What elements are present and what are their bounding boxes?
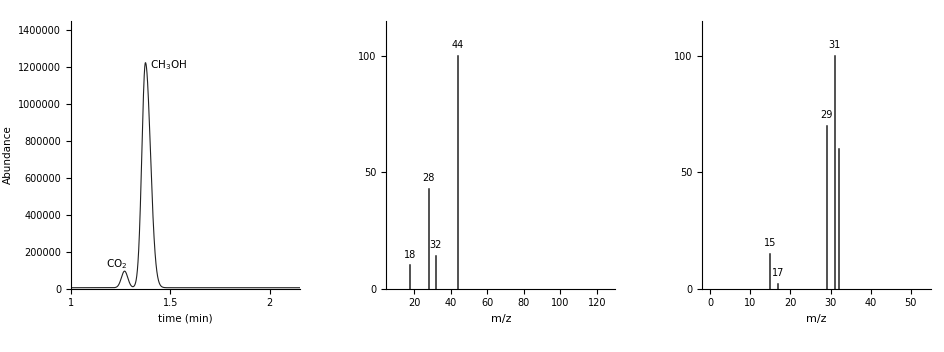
Text: 44: 44	[451, 40, 464, 50]
Text: 32: 32	[430, 240, 442, 250]
Text: 31: 31	[828, 40, 840, 50]
X-axis label: time (min): time (min)	[158, 314, 212, 324]
Text: 15: 15	[764, 238, 776, 248]
X-axis label: m/z: m/z	[490, 314, 511, 324]
X-axis label: m/z: m/z	[805, 314, 826, 324]
Y-axis label: Abundance: Abundance	[3, 126, 12, 184]
Text: 28: 28	[422, 173, 434, 183]
Text: 29: 29	[819, 110, 832, 120]
Text: 17: 17	[771, 268, 784, 278]
Text: 18: 18	[404, 250, 416, 259]
Text: CO$_2$: CO$_2$	[106, 257, 126, 271]
Text: CH$_3$OH: CH$_3$OH	[150, 58, 187, 72]
